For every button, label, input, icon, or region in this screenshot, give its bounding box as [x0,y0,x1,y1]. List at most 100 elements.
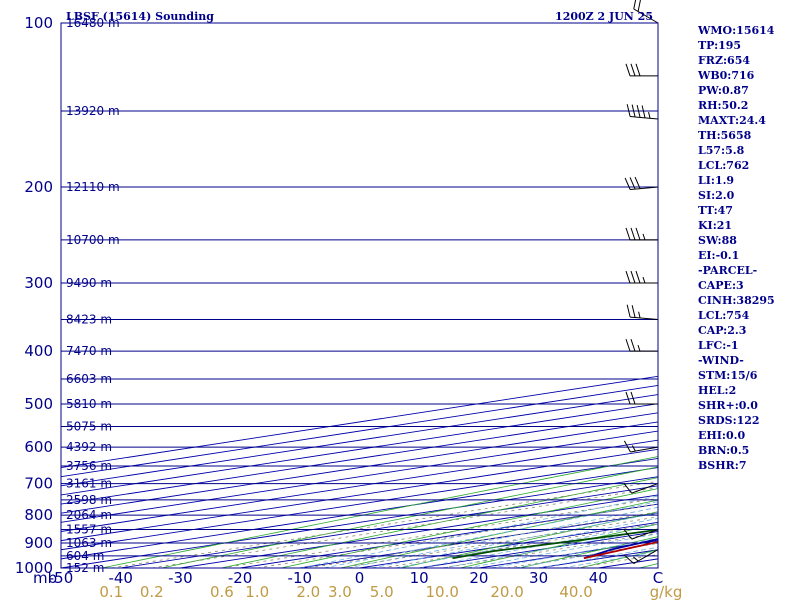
index-item: WB0:716 [698,69,755,82]
pressure-tick-label: 300 [24,274,53,292]
height-label: 13920 m [66,104,120,118]
temperature-tick-label: -20 [228,569,253,587]
index-item: LFC:-1 [698,339,739,352]
dry-adiabat-line [518,536,658,568]
wind-barb [625,63,658,77]
mixing-ratio-label: 10.0 [426,583,459,600]
pressure-tick-label: 800 [24,506,53,524]
dry-adiabat-line [279,488,658,568]
isotherm-line [61,448,658,542]
index-item: LCL:762 [698,159,750,172]
temperature-tick-label: -50 [49,569,74,587]
height-label: 604 m [66,549,104,563]
index-item: RH:50.2 [698,99,749,112]
index-item: EHI:0.0 [698,429,746,442]
station-title: LBSF (15614) Sounding [66,10,214,23]
height-label: 9490 m [66,276,112,290]
wind-barb [625,391,658,405]
height-label: 1063 m [66,536,112,550]
isotherm-line [61,403,658,496]
index-item: -PARCEL- [698,264,758,277]
temperature-tick-label: -30 [168,569,193,587]
mixing-ratio-label: 5.0 [370,583,394,600]
height-label: 7470 m [66,344,112,358]
temperature-tick-label: C [653,569,663,587]
index-item: L57:5.8 [698,144,745,157]
moist-adiabat-line [419,523,658,568]
dry-adiabat-line [159,466,658,568]
index-item: WMO:15614 [698,24,775,37]
isotherm-line [61,476,658,568]
wind-barb [624,176,659,190]
pressure-tick-label: 600 [24,438,53,456]
dry-adiabat-line [99,456,658,568]
grid-layer [61,375,658,568]
index-item: SW:88 [698,234,737,247]
pressure-tick-label: 200 [24,178,53,196]
pressure-tick-label: 700 [24,475,53,493]
temperature-tick-label: -10 [288,569,313,587]
wind-barb [623,482,659,494]
height-label: 1557 m [66,523,112,537]
pressure-tick-label: 1000 [15,559,53,577]
dry-adiabat-line [398,511,658,568]
mixing-ratio-label: 40.0 [559,583,592,600]
wind-barb [623,440,659,453]
height-label: 10700 m [66,233,120,247]
temperature-tick-label: 20 [469,569,488,587]
height-label: 12110 m [66,180,120,194]
temperature-tick-label: 0 [355,569,365,587]
wind-barb [626,104,659,120]
wind-barb [623,528,659,540]
mixing-ratio-label: 2.0 [296,583,320,600]
pressure-tick-label: 400 [24,342,53,360]
index-item: BRN:0.5 [698,444,750,457]
wind-barb [633,0,659,24]
height-label: 2064 m [66,508,112,522]
index-panel: WMO:15614 TP:195 FRZ:654 WB0:716 PW:0.87 RH:5… [698,23,798,473]
pressure-tick-label: 500 [24,395,53,413]
index-item: MAXT:24.4 [698,114,766,127]
wind-barb [623,549,659,564]
index-item: -WIND- [698,354,744,367]
index-item: EI:-0.1 [698,249,740,262]
index-item: KI:21 [698,219,733,232]
mixing-ratio-label: 1.0 [245,583,269,600]
wind-barb [625,270,658,284]
temperature-tick-label: 40 [589,569,608,587]
isotherm-line [61,467,658,560]
index-item: LI:1.9 [698,174,735,187]
height-label: 5075 m [66,419,112,433]
dry-adiabat-line [338,499,658,568]
mixing-ratio-label: g/kg [650,583,683,600]
mixing-ratio-label: 0.1 [99,583,123,600]
pressure-tick-label: 100 [24,14,53,32]
isotherm-line [61,439,658,532]
height-label: 3161 m [66,477,112,491]
index-item: SRDS:122 [698,414,760,427]
index-item: TT:47 [698,204,733,217]
index-item: STM:15/6 [698,369,758,382]
index-item: BSHR:7 [698,459,747,472]
pressure-tick-label: 900 [24,534,53,552]
index-item: SI:2.0 [698,189,735,202]
dry-adiabat-line [458,523,658,568]
time-title: 1200Z 2 JUN 25 [555,10,653,23]
index-item: TP:195 [698,39,742,52]
temperature-tick-label: 10 [410,569,429,587]
mixing-ratio-label: 0.6 [210,583,234,600]
height-label: 4392 m [66,440,112,454]
wind-barbs [623,0,659,564]
index-item: CINH:38295 [698,294,775,307]
isotherm-line [61,430,658,523]
index-item: CAPE:3 [698,279,744,292]
index-item: SHR+:0.0 [698,399,758,412]
isotherm-line [61,421,658,514]
moist-adiabat-line [347,506,658,568]
mixing-ratio-label: 3.0 [328,583,352,600]
height-label: 2598 m [66,493,112,507]
index-item: TH:5658 [698,129,752,142]
